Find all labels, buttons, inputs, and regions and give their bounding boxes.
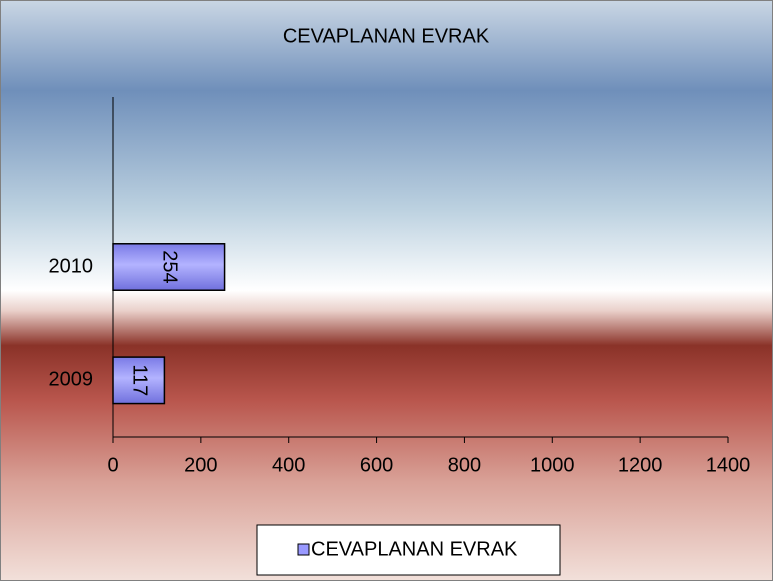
chart-title: CEVAPLANAN EVRAK — [283, 25, 490, 47]
bar — [112, 243, 226, 291]
x-tick-label: 600 — [360, 454, 393, 476]
bar — [112, 356, 166, 405]
data-label: 117 — [128, 364, 150, 396]
x-tick-label: 1000 — [530, 454, 575, 476]
x-tick-label: 1400 — [706, 454, 751, 476]
legend-marker — [297, 543, 310, 556]
x-tick-label: 400 — [272, 454, 305, 476]
x-tick-label: 1200 — [618, 454, 663, 476]
x-tick-label: 800 — [448, 454, 481, 476]
x-tick-label: 200 — [184, 454, 217, 476]
legend-label: CEVAPLANAN EVRAK — [311, 538, 518, 560]
x-tick-label: 0 — [107, 454, 118, 476]
y-tick-label: 2010 — [49, 255, 94, 277]
data-label: 254 — [159, 250, 181, 283]
y-tick-label: 2009 — [49, 369, 94, 391]
